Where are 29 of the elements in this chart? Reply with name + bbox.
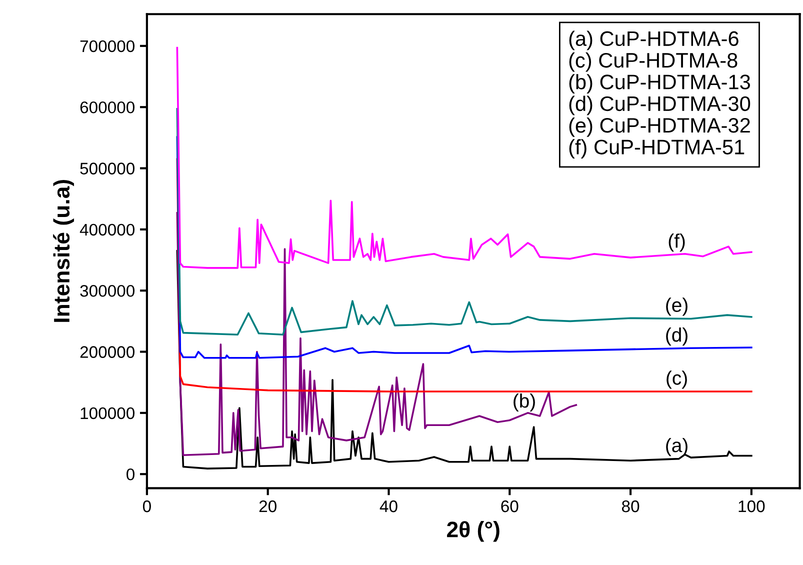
annotation: (f) CuP-HDTMA-51 [569,139,744,159]
x-tick-label: 60 [501,500,518,512]
x-tick-label: 80 [622,500,640,512]
annotation: (b) CuP-HDTMA-13 [569,74,750,94]
series-label: (d) [666,327,688,346]
series-label: (e) [666,298,688,316]
y-tick-label: 300000 [80,284,134,297]
y-tick-label: 0 [126,468,134,480]
y-tick-label: 100000 [80,407,134,420]
y-tick-label: 200000 [80,346,134,358]
series-label: (c) [666,370,687,389]
y-tick-label: 400000 [80,224,134,236]
y-tick-label: 700000 [80,40,134,52]
line-series [176,212,578,456]
y-tick-label: 600000 [80,102,134,114]
annotation: (d) CuP-HDTMA-30 [569,96,750,116]
x-axis-title: 2θ (°) [447,521,500,542]
series-label: (a) [666,438,688,456]
y-tick-label: 500000 [80,162,134,174]
series-label: (b) [514,393,535,412]
x-tick-label: 20 [259,500,276,512]
x-tick-label: 40 [380,500,398,512]
y-axis-title: Intensité (u.a) [53,180,74,322]
annotation: (c) CuP-HDTMA-8 [569,52,738,72]
annotation: (e) CuP-HDTMA-32 [569,117,750,137]
series-label: (f) [668,234,685,252]
x-tick-label: 0 [142,500,151,512]
annotation: (a) CuP-HDTMA-6 [569,30,738,50]
x-tick-label: 100 [738,500,765,512]
